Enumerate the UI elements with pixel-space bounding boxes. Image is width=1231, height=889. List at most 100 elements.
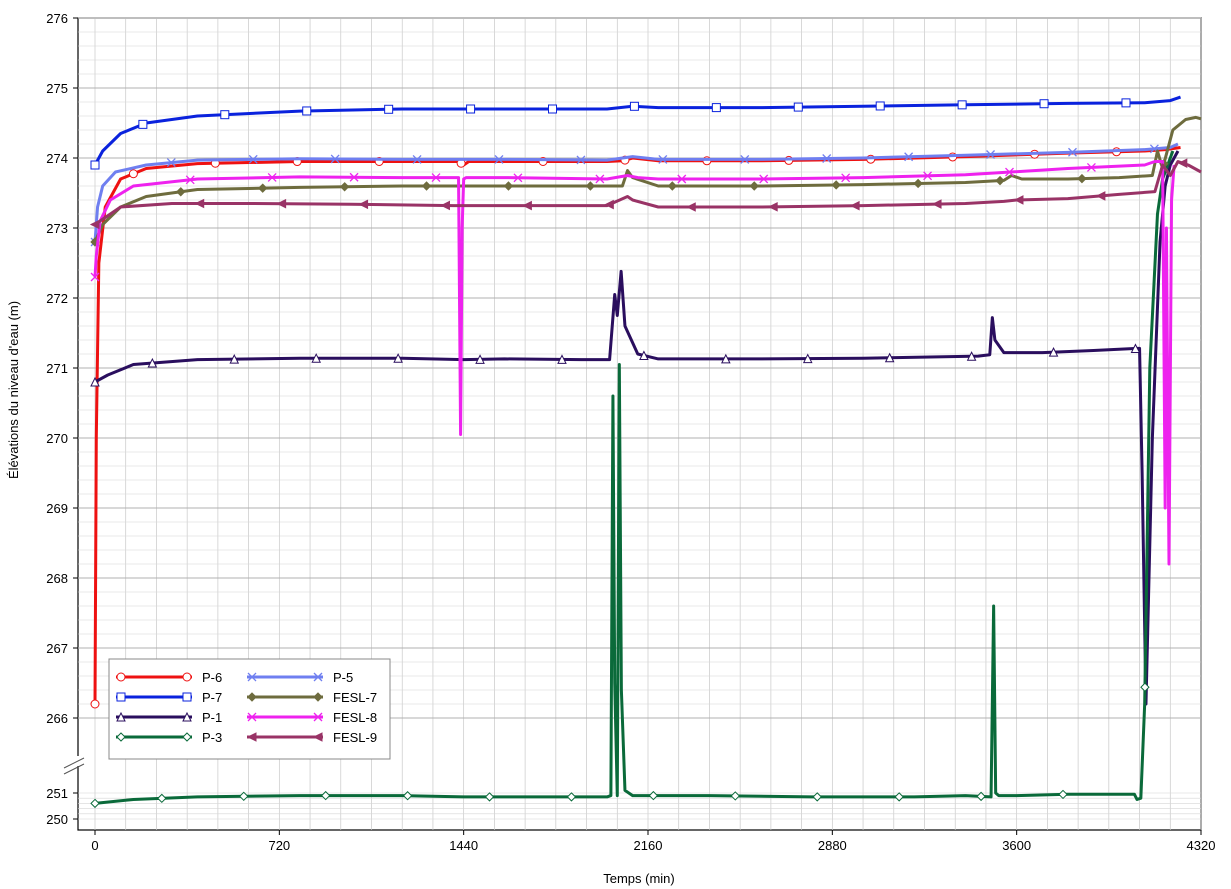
data-point — [90, 160, 100, 170]
data-point — [740, 154, 750, 164]
series-fesl-8 — [90, 160, 1176, 566]
data-point — [312, 732, 323, 742]
data-point — [1086, 162, 1096, 172]
data-point — [475, 354, 485, 364]
data-point — [986, 150, 996, 159]
data-point — [913, 178, 923, 189]
data-point — [182, 732, 192, 742]
data-point — [116, 732, 126, 742]
data-point — [667, 181, 678, 191]
data-point — [421, 181, 432, 191]
data-point — [1013, 195, 1024, 205]
data-point — [604, 199, 614, 210]
data-point — [749, 181, 759, 191]
data-point — [466, 104, 476, 114]
series-line — [94, 160, 1202, 226]
legend-label: P-1 — [202, 710, 222, 725]
data-point — [802, 353, 813, 364]
legend-item-fesl-8: FESL-8 — [247, 710, 377, 725]
data-point — [194, 198, 205, 209]
data-point — [923, 171, 933, 181]
data-point — [349, 172, 359, 182]
y-tick-label: 267 — [46, 641, 68, 656]
data-point — [677, 174, 687, 184]
data-point — [89, 219, 100, 230]
x-tick-label: 2880 — [818, 838, 847, 853]
data-point — [730, 791, 741, 801]
data-point — [484, 792, 495, 802]
x-axis-title: Temps (min) — [603, 871, 675, 886]
data-point — [185, 175, 195, 185]
data-point — [157, 793, 167, 804]
data-point — [182, 692, 192, 702]
legend-label: P-3 — [202, 730, 222, 745]
data-point — [90, 699, 100, 709]
x-tick-label: 2160 — [634, 838, 663, 853]
y-tick-label: 269 — [46, 501, 68, 516]
data-point — [768, 202, 778, 212]
data-point — [116, 672, 126, 682]
x-tick-label: 3600 — [1002, 838, 1031, 853]
data-point — [320, 790, 331, 801]
data-point — [793, 102, 803, 112]
y-tick-label: 268 — [46, 571, 68, 586]
data-point — [494, 154, 504, 164]
axis-break-mark — [63, 763, 85, 775]
data-point — [90, 376, 100, 387]
y-tick-label: 274 — [46, 151, 68, 166]
y-axis-title: Élévations du niveau d'eau (m) — [6, 301, 21, 479]
data-point — [247, 712, 257, 722]
data-point — [313, 672, 323, 682]
data-point — [904, 152, 914, 162]
data-point — [686, 202, 696, 212]
x-tick-label: 4320 — [1187, 838, 1216, 853]
data-point — [976, 791, 986, 802]
y-tick-label: 251 — [46, 786, 68, 801]
data-point — [639, 350, 649, 360]
data-point — [822, 154, 832, 163]
data-point — [247, 672, 257, 682]
data-point — [412, 154, 422, 164]
data-point — [1039, 99, 1049, 109]
data-point — [313, 692, 323, 702]
data-point — [995, 175, 1005, 186]
series-fesl-7 — [90, 115, 1202, 247]
data-point — [182, 672, 192, 682]
data-point — [957, 100, 967, 110]
y-tick-label: 275 — [46, 81, 68, 96]
y-tick-label: 270 — [46, 431, 68, 446]
data-point — [658, 154, 668, 164]
data-point — [311, 353, 322, 363]
axis-break-gap — [64, 756, 84, 766]
data-point — [1005, 167, 1014, 177]
data-point — [257, 183, 268, 193]
legend-item-p-5: P-5 — [247, 670, 353, 685]
axes: 266 267 268 269 270 271 272 273 274 275 276 250 251 0… — [46, 11, 1215, 853]
y-tick-label: 250 — [46, 812, 68, 827]
data-point — [313, 712, 323, 722]
legend-label: P-6 — [202, 670, 222, 685]
legend: P-6 P-7 P-1 P-3 P-5 FESL-7 FESL-8 FESL-9 — [108, 658, 391, 760]
legend-item-p-7: P-7 — [116, 690, 222, 705]
legend-label: FESL-7 — [333, 690, 377, 705]
data-point — [384, 104, 394, 114]
legend-label: FESL-8 — [333, 710, 377, 725]
data-point — [1077, 173, 1087, 184]
data-point — [585, 181, 596, 191]
data-point — [90, 798, 100, 809]
y-tick-label: 276 — [46, 11, 68, 26]
data-point — [1121, 98, 1131, 108]
data-point — [894, 792, 904, 802]
series-p-5 — [90, 142, 1179, 247]
data-point — [831, 180, 841, 190]
data-point — [595, 174, 605, 184]
data-point — [358, 199, 369, 210]
data-point — [176, 187, 186, 197]
data-point — [247, 692, 257, 702]
data-point — [884, 352, 895, 363]
y-tick-label: 266 — [46, 711, 68, 726]
series-line — [93, 160, 1176, 566]
data-point — [1140, 682, 1150, 692]
series-p-3 — [90, 150, 1175, 809]
data-point — [402, 791, 413, 801]
